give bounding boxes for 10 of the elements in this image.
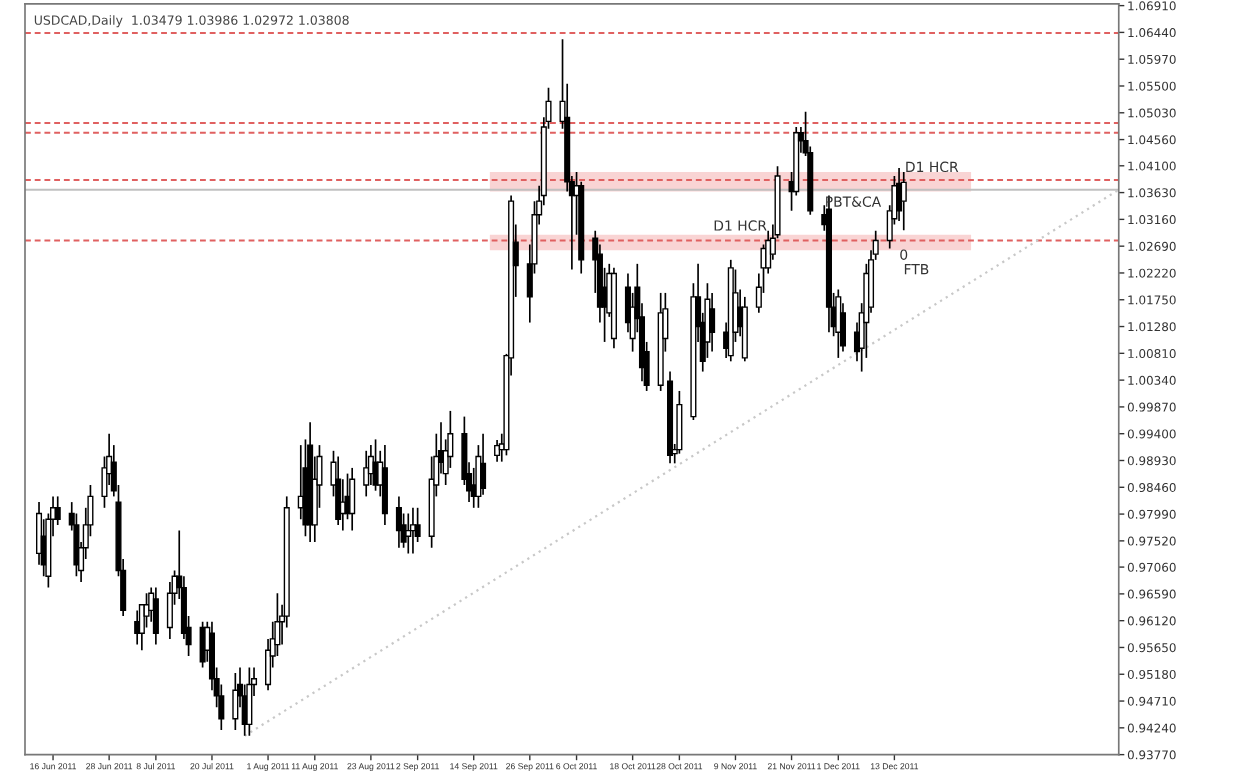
candlestick <box>900 171 907 232</box>
candlestick <box>335 455 342 526</box>
candlestick <box>395 495 402 549</box>
candlestick <box>405 512 412 555</box>
candlestick <box>896 167 903 222</box>
candlestick <box>349 467 356 532</box>
candlestick <box>381 444 388 526</box>
candlestick <box>363 449 370 498</box>
candlestick <box>232 672 239 731</box>
candlestick <box>494 439 501 463</box>
